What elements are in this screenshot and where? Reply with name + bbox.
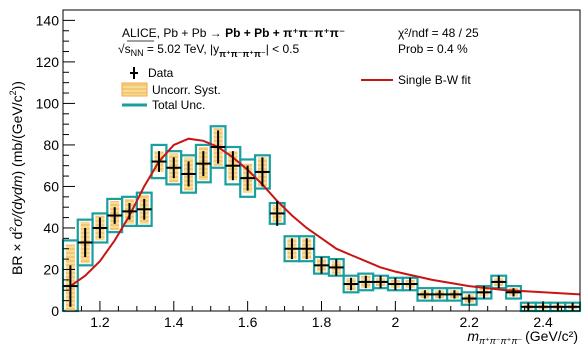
data-point	[63, 265, 78, 307]
legend-label-uncorr: Uncorr. Syst.	[152, 83, 221, 97]
data-point	[151, 151, 167, 172]
x-axis-title: mπ⁺π⁻π⁺π⁻ (GeV/c²)	[467, 328, 578, 344]
data-point	[417, 290, 433, 299]
y-tick-label: 140	[36, 12, 60, 28]
data-point	[328, 259, 344, 276]
data-point	[225, 151, 241, 181]
data-point	[166, 157, 182, 179]
data-point	[565, 302, 580, 311]
y-tick-label: 0	[51, 303, 59, 319]
data-point	[402, 277, 418, 291]
x-tick-label: 1.6	[238, 314, 258, 330]
y-tick-label: 60	[43, 178, 59, 194]
data-point	[77, 227, 93, 258]
y-tick-label: 100	[36, 95, 60, 111]
data-point	[432, 290, 448, 299]
data-point	[195, 151, 211, 177]
data-point	[343, 277, 359, 291]
data-point	[550, 302, 566, 311]
data-point	[387, 277, 403, 291]
legend-data-marker	[130, 67, 138, 79]
legend-label-fit: Single B-W fit	[398, 73, 471, 87]
x-tick-label: 2.2	[459, 314, 479, 330]
y-tick-label: 80	[43, 137, 59, 153]
data-point	[122, 203, 137, 220]
legend: Data Uncorr. Syst. Total Unc. Single B-W…	[121, 66, 471, 112]
x-tick-label: 2.4	[533, 314, 553, 330]
data-layer	[61, 125, 582, 313]
data-point	[210, 130, 226, 164]
y-axis-title: BR × d2σ/(dydm) (mb/(GeV/c2))	[8, 81, 25, 275]
data-point	[506, 288, 521, 297]
data-point	[491, 275, 507, 289]
data-point	[181, 161, 196, 187]
data-point	[107, 207, 123, 224]
annotation-line1: ALICE, Pb + Pb → Pb + Pb + π⁺π⁻π⁺π⁻	[122, 26, 345, 40]
legend-swatch-uncorr	[121, 82, 148, 97]
data-point	[269, 200, 285, 226]
y-tick-label: 20	[43, 261, 59, 277]
data-point	[284, 238, 300, 260]
annotation-line2: √sNN = 5.02 TeV, |yπ⁺π⁻π⁺π⁻| < 0.5	[118, 42, 299, 59]
data-point	[240, 165, 256, 191]
data-point	[314, 257, 329, 274]
prob-label: Prob = 0.4 %	[398, 42, 468, 56]
axes: 0 20 40 60 80 100 120 140 1.2 1.4 1.6 1.8 2 2.2 2.4	[36, 9, 581, 330]
data-point	[136, 198, 152, 220]
legend-label-data: Data	[148, 66, 174, 80]
data-point	[299, 238, 315, 260]
x-tick-label: 1.2	[90, 314, 110, 330]
legend-label-total: Total Unc.	[152, 98, 205, 112]
data-point	[476, 286, 492, 299]
data-point	[92, 217, 108, 239]
data-point	[255, 157, 270, 187]
data-point	[358, 275, 374, 289]
data-point	[520, 302, 536, 311]
fit-curve	[69, 137, 581, 296]
y-tick-label: 120	[36, 54, 60, 70]
x-tick-label: 1.4	[164, 314, 184, 330]
x-tick-label: 1.8	[312, 314, 332, 330]
data-point	[447, 290, 462, 299]
x-tick-label: 2	[391, 314, 399, 330]
y-tick-label: 40	[43, 220, 59, 236]
data-point	[373, 275, 388, 289]
chi2-label: χ²/ndf = 48 / 25	[398, 26, 479, 40]
